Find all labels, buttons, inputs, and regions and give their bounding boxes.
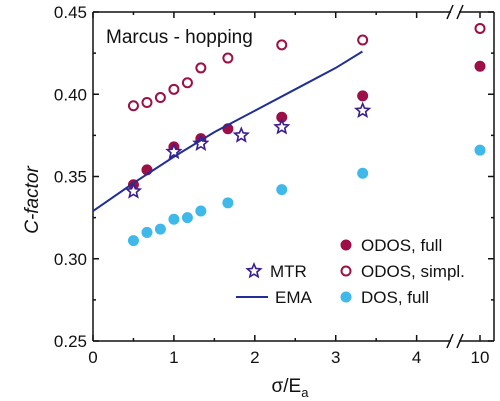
point-dos-full <box>181 212 193 224</box>
x-tick-label: 4 <box>412 348 421 367</box>
point-dos-full <box>222 197 234 209</box>
legend-marker-odos-simpl <box>340 265 352 277</box>
point-dos-full <box>168 213 180 225</box>
point-odos-simpl <box>154 92 166 104</box>
y-tick-label: 0.40 <box>54 85 87 104</box>
y-axis-label: C-factor <box>22 166 43 234</box>
point-odos-simpl <box>474 22 486 34</box>
point-dos-full <box>154 223 166 235</box>
point-mtr <box>124 182 143 199</box>
point-odos-simpl <box>127 100 139 112</box>
legend-label-mtr: MTR <box>270 262 307 281</box>
x-label-main: σ/E <box>272 376 302 397</box>
legend-label-odos-full: ODOS, full <box>361 236 442 255</box>
point-dos-full <box>195 205 207 217</box>
axis-break-bottom-a <box>446 333 454 349</box>
axis-break-top-a <box>446 4 454 20</box>
series-line-ema <box>92 50 363 212</box>
legend-label-odos-simpl: ODOS, simpl. <box>361 262 465 281</box>
point-odos-simpl <box>276 39 288 51</box>
x-tick-label: 1 <box>169 348 178 367</box>
point-odos-simpl <box>357 34 369 46</box>
point-mtr <box>192 134 210 151</box>
data-marks <box>92 22 486 247</box>
point-mtr <box>273 118 291 135</box>
y-tick-label: 0.30 <box>54 250 87 269</box>
legend-label-ema: EMA <box>275 288 313 307</box>
y-tick-label: 0.45 <box>54 3 87 22</box>
legend-label-dos-full: DOS, full <box>361 288 429 307</box>
y-label-italic: C-factor <box>22 166 43 234</box>
ticks: 0.25 0.30 0.35 0.40 0.45 0 1 2 3 4 10 <box>54 3 494 367</box>
point-dos-full <box>276 184 288 196</box>
annotation-text: Marcus - hopping <box>106 27 253 48</box>
point-dos-full <box>141 226 153 238</box>
legend-marker-dos-full <box>340 291 352 303</box>
point-odos-simpl <box>168 83 180 95</box>
x-axis-label: σ/Ea <box>272 376 310 400</box>
legend: ODOS, full ODOS, simpl. DOS, full MTR EMA <box>236 236 465 307</box>
point-odos-simpl <box>195 62 207 74</box>
point-mtr <box>232 126 250 143</box>
point-dos-full <box>357 167 369 179</box>
x-tick-label: 3 <box>331 348 340 367</box>
x-label-sub: a <box>301 385 309 400</box>
axis-break-bottom-b <box>456 333 464 349</box>
point-odos-simpl <box>222 52 234 64</box>
point-odos-simpl <box>181 77 193 89</box>
point-odos-simpl <box>141 96 153 108</box>
point-odos-full <box>357 90 369 102</box>
x-tick-label: 2 <box>250 348 259 367</box>
y-tick-label: 0.25 <box>54 332 87 351</box>
y-tick-label: 0.35 <box>54 168 87 187</box>
point-dos-full <box>474 144 486 156</box>
axis-break-top-b <box>456 4 464 20</box>
x-tick-label: 0 <box>88 348 97 367</box>
point-dos-full <box>127 235 139 247</box>
legend-marker-mtr <box>245 261 263 279</box>
legend-marker-odos-full <box>340 239 352 251</box>
x-tick-label-break: 10 <box>471 348 490 367</box>
point-mtr <box>354 101 372 119</box>
point-odos-full <box>474 60 486 72</box>
